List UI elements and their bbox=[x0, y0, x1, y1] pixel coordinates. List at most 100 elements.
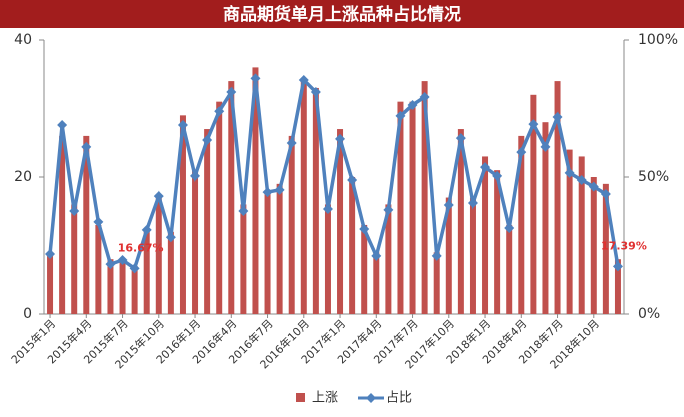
bar bbox=[167, 231, 174, 314]
marker bbox=[117, 255, 128, 266]
marker bbox=[576, 175, 587, 186]
bar bbox=[240, 204, 247, 314]
marker bbox=[480, 162, 491, 173]
marker bbox=[274, 184, 285, 195]
bar bbox=[494, 170, 501, 314]
bar bbox=[469, 197, 476, 314]
bar bbox=[47, 252, 54, 314]
marker bbox=[443, 199, 454, 210]
marker bbox=[190, 170, 201, 181]
bar bbox=[59, 135, 66, 314]
bar bbox=[337, 129, 344, 314]
marker bbox=[129, 263, 140, 274]
marker bbox=[81, 141, 92, 152]
y-tick-label: 20 bbox=[14, 169, 32, 185]
marker bbox=[57, 119, 68, 130]
marker bbox=[564, 167, 575, 178]
bar bbox=[83, 135, 90, 314]
bar bbox=[107, 259, 114, 314]
bar bbox=[457, 129, 464, 314]
value-label: 16.67% bbox=[118, 241, 164, 254]
marker bbox=[226, 87, 237, 98]
bar bbox=[276, 183, 283, 314]
bar bbox=[530, 94, 537, 314]
marker bbox=[540, 141, 551, 152]
bar bbox=[324, 204, 331, 314]
bar bbox=[216, 101, 223, 315]
marker bbox=[492, 170, 503, 181]
bar bbox=[71, 204, 78, 314]
bar bbox=[385, 204, 392, 314]
marker bbox=[214, 106, 225, 117]
marker bbox=[419, 91, 430, 102]
bar bbox=[204, 129, 211, 314]
bar bbox=[397, 101, 404, 315]
marker bbox=[359, 224, 370, 235]
marker bbox=[612, 261, 623, 272]
y-tick-label: 40 bbox=[14, 32, 32, 48]
y-tick-label: 0 bbox=[23, 306, 32, 322]
bar bbox=[482, 156, 489, 314]
bar bbox=[264, 190, 271, 314]
legend-swatch bbox=[296, 393, 305, 402]
chart-title: 商品期货单月上涨品种占比情况 bbox=[223, 4, 461, 25]
marker bbox=[371, 250, 382, 261]
marker bbox=[347, 175, 358, 186]
marker bbox=[552, 111, 563, 122]
marker bbox=[600, 188, 611, 199]
legend-marker bbox=[366, 393, 376, 403]
value-label: 17.39% bbox=[601, 239, 647, 252]
bar bbox=[445, 197, 452, 314]
y2-tick-label: 100% bbox=[638, 32, 678, 48]
marker bbox=[93, 216, 104, 227]
marker bbox=[383, 204, 394, 215]
marker bbox=[310, 87, 321, 98]
bar bbox=[143, 231, 150, 314]
y2-tick-label: 50% bbox=[638, 169, 669, 185]
bar bbox=[373, 252, 380, 314]
marker bbox=[141, 224, 152, 235]
marker bbox=[588, 181, 599, 192]
bar bbox=[361, 224, 368, 314]
bar bbox=[131, 266, 138, 314]
marker bbox=[165, 232, 176, 243]
bar bbox=[433, 252, 440, 314]
marker bbox=[69, 205, 80, 216]
bar bbox=[409, 101, 416, 315]
bar bbox=[578, 156, 585, 314]
bar bbox=[192, 170, 199, 314]
marker bbox=[322, 204, 333, 215]
bar bbox=[312, 87, 319, 314]
bar bbox=[288, 135, 295, 314]
bar bbox=[614, 259, 621, 314]
bar bbox=[119, 259, 126, 314]
bar bbox=[349, 177, 356, 314]
bar bbox=[554, 81, 561, 314]
bar bbox=[590, 177, 597, 314]
marker bbox=[455, 133, 466, 144]
bar bbox=[566, 149, 573, 314]
bar bbox=[506, 224, 513, 314]
marker bbox=[467, 198, 478, 209]
legend-label: 上涨 bbox=[312, 391, 338, 406]
marker bbox=[262, 187, 273, 198]
bar bbox=[602, 183, 609, 314]
marker bbox=[298, 75, 309, 86]
marker bbox=[504, 222, 515, 233]
line bbox=[48, 76, 620, 272]
marker bbox=[177, 119, 188, 130]
marker bbox=[153, 191, 164, 202]
marker bbox=[202, 135, 213, 146]
legend-label: 占比 bbox=[386, 391, 412, 406]
bar bbox=[155, 197, 162, 314]
marker bbox=[335, 133, 346, 144]
bar bbox=[252, 67, 259, 315]
marker bbox=[286, 138, 297, 149]
marker bbox=[250, 73, 261, 84]
title-banner bbox=[0, 0, 684, 28]
marker bbox=[105, 259, 116, 270]
marker bbox=[238, 205, 249, 216]
bar bbox=[300, 81, 307, 314]
marker bbox=[516, 147, 527, 158]
